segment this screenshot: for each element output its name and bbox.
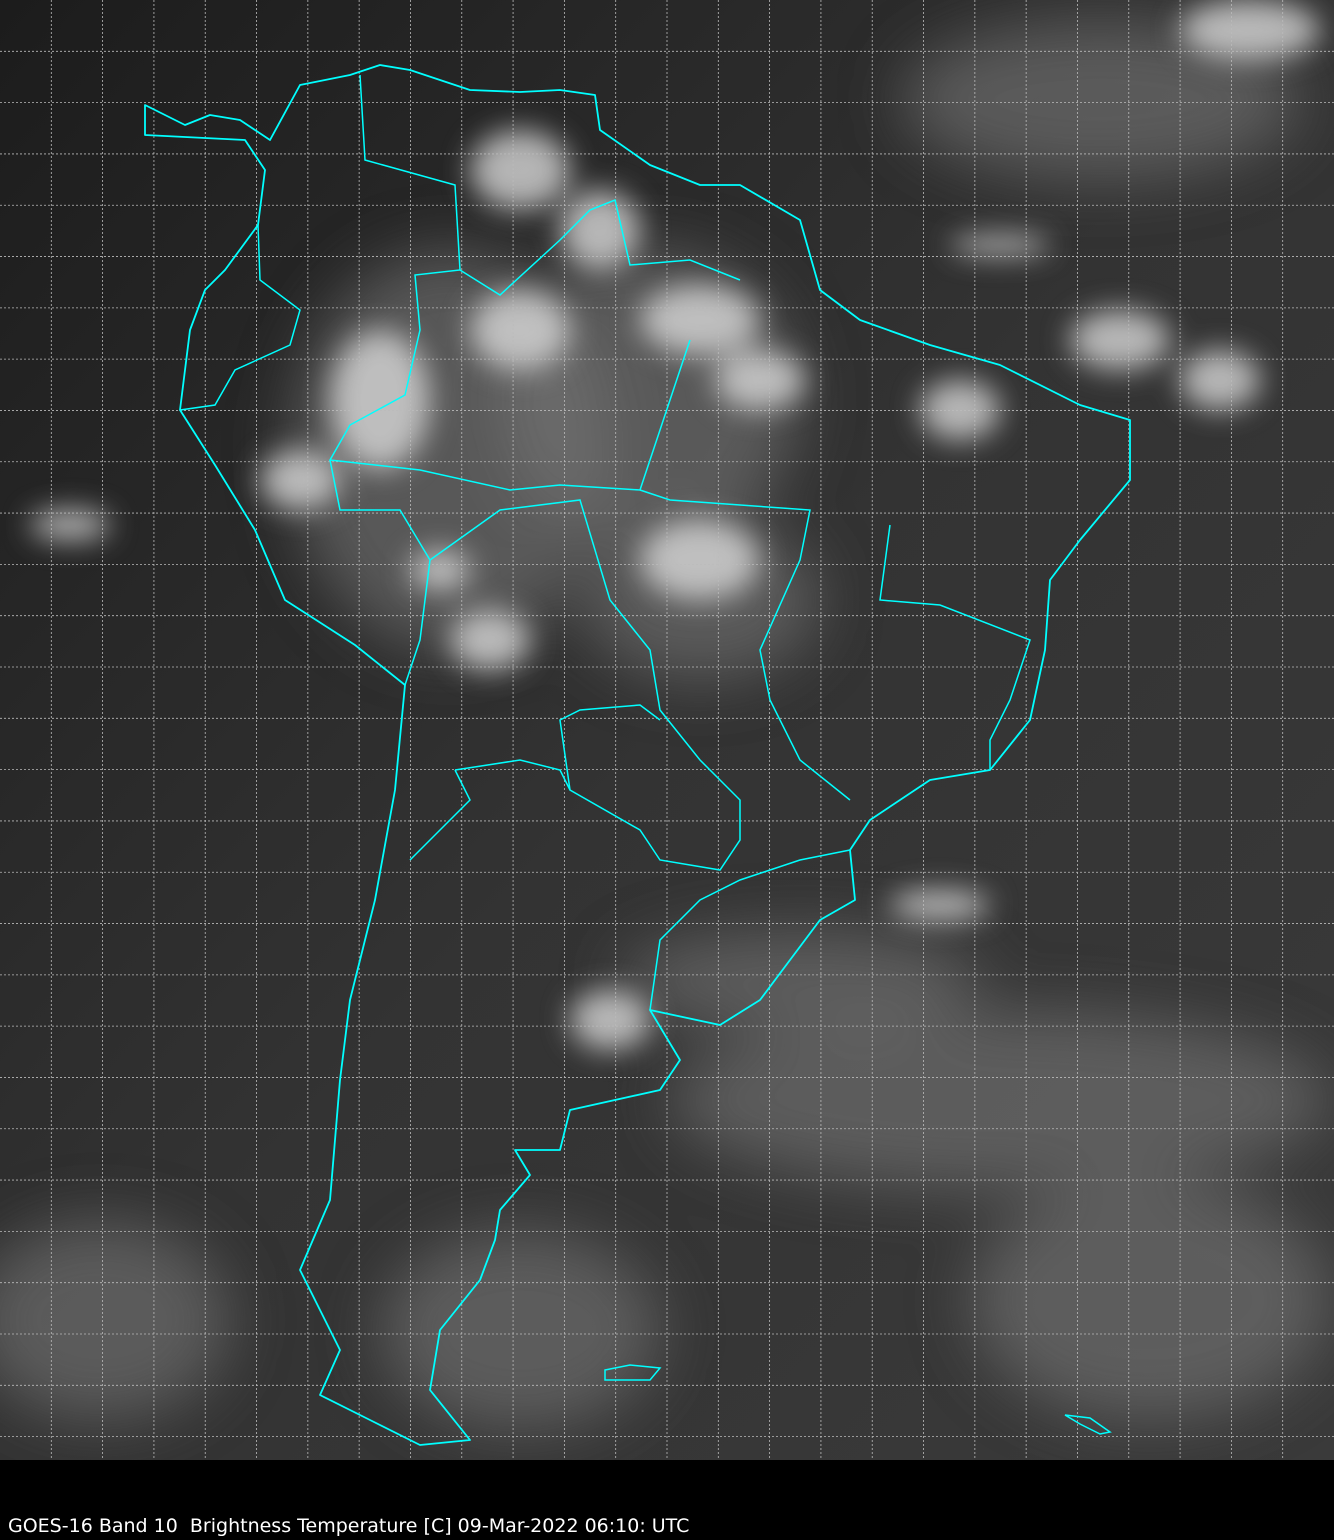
image-caption: GOES-16 Band 10 Brightness Temperature […	[8, 1515, 690, 1537]
cloud	[1070, 310, 1170, 370]
cloud	[470, 290, 570, 370]
cloud	[560, 190, 640, 270]
cloud	[950, 235, 1050, 255]
cloud-haze-patch	[380, 1230, 660, 1430]
satellite-map	[0, 0, 1334, 1460]
cloud	[890, 890, 990, 920]
cloud-haze-patch	[620, 930, 980, 1030]
falkland-islands	[604, 1364, 662, 1381]
cloud	[920, 380, 1000, 440]
cloud	[450, 610, 530, 670]
cloud	[470, 130, 570, 210]
cloud	[1180, 350, 1260, 410]
country-borders	[179, 74, 1031, 1011]
cloud	[570, 990, 650, 1050]
cloud	[1180, 0, 1320, 60]
cloud-haze-patch	[670, 1010, 1330, 1190]
cloud	[30, 510, 110, 540]
cloud-layer	[30, 0, 1320, 1050]
cloud-haze-patch	[0, 1220, 230, 1420]
coastline-south-america	[144, 64, 1131, 1446]
cloud	[410, 550, 470, 590]
cloud	[260, 450, 340, 510]
cloud-haze-patch	[970, 1180, 1330, 1420]
lat-lon-grid	[0, 0, 1334, 1460]
cloud	[330, 330, 430, 470]
cloud	[640, 285, 760, 355]
cloud	[640, 520, 760, 600]
cloud-haze-patch	[900, 20, 1300, 180]
cloud	[715, 350, 805, 410]
south-georgia-island	[1064, 1414, 1112, 1435]
